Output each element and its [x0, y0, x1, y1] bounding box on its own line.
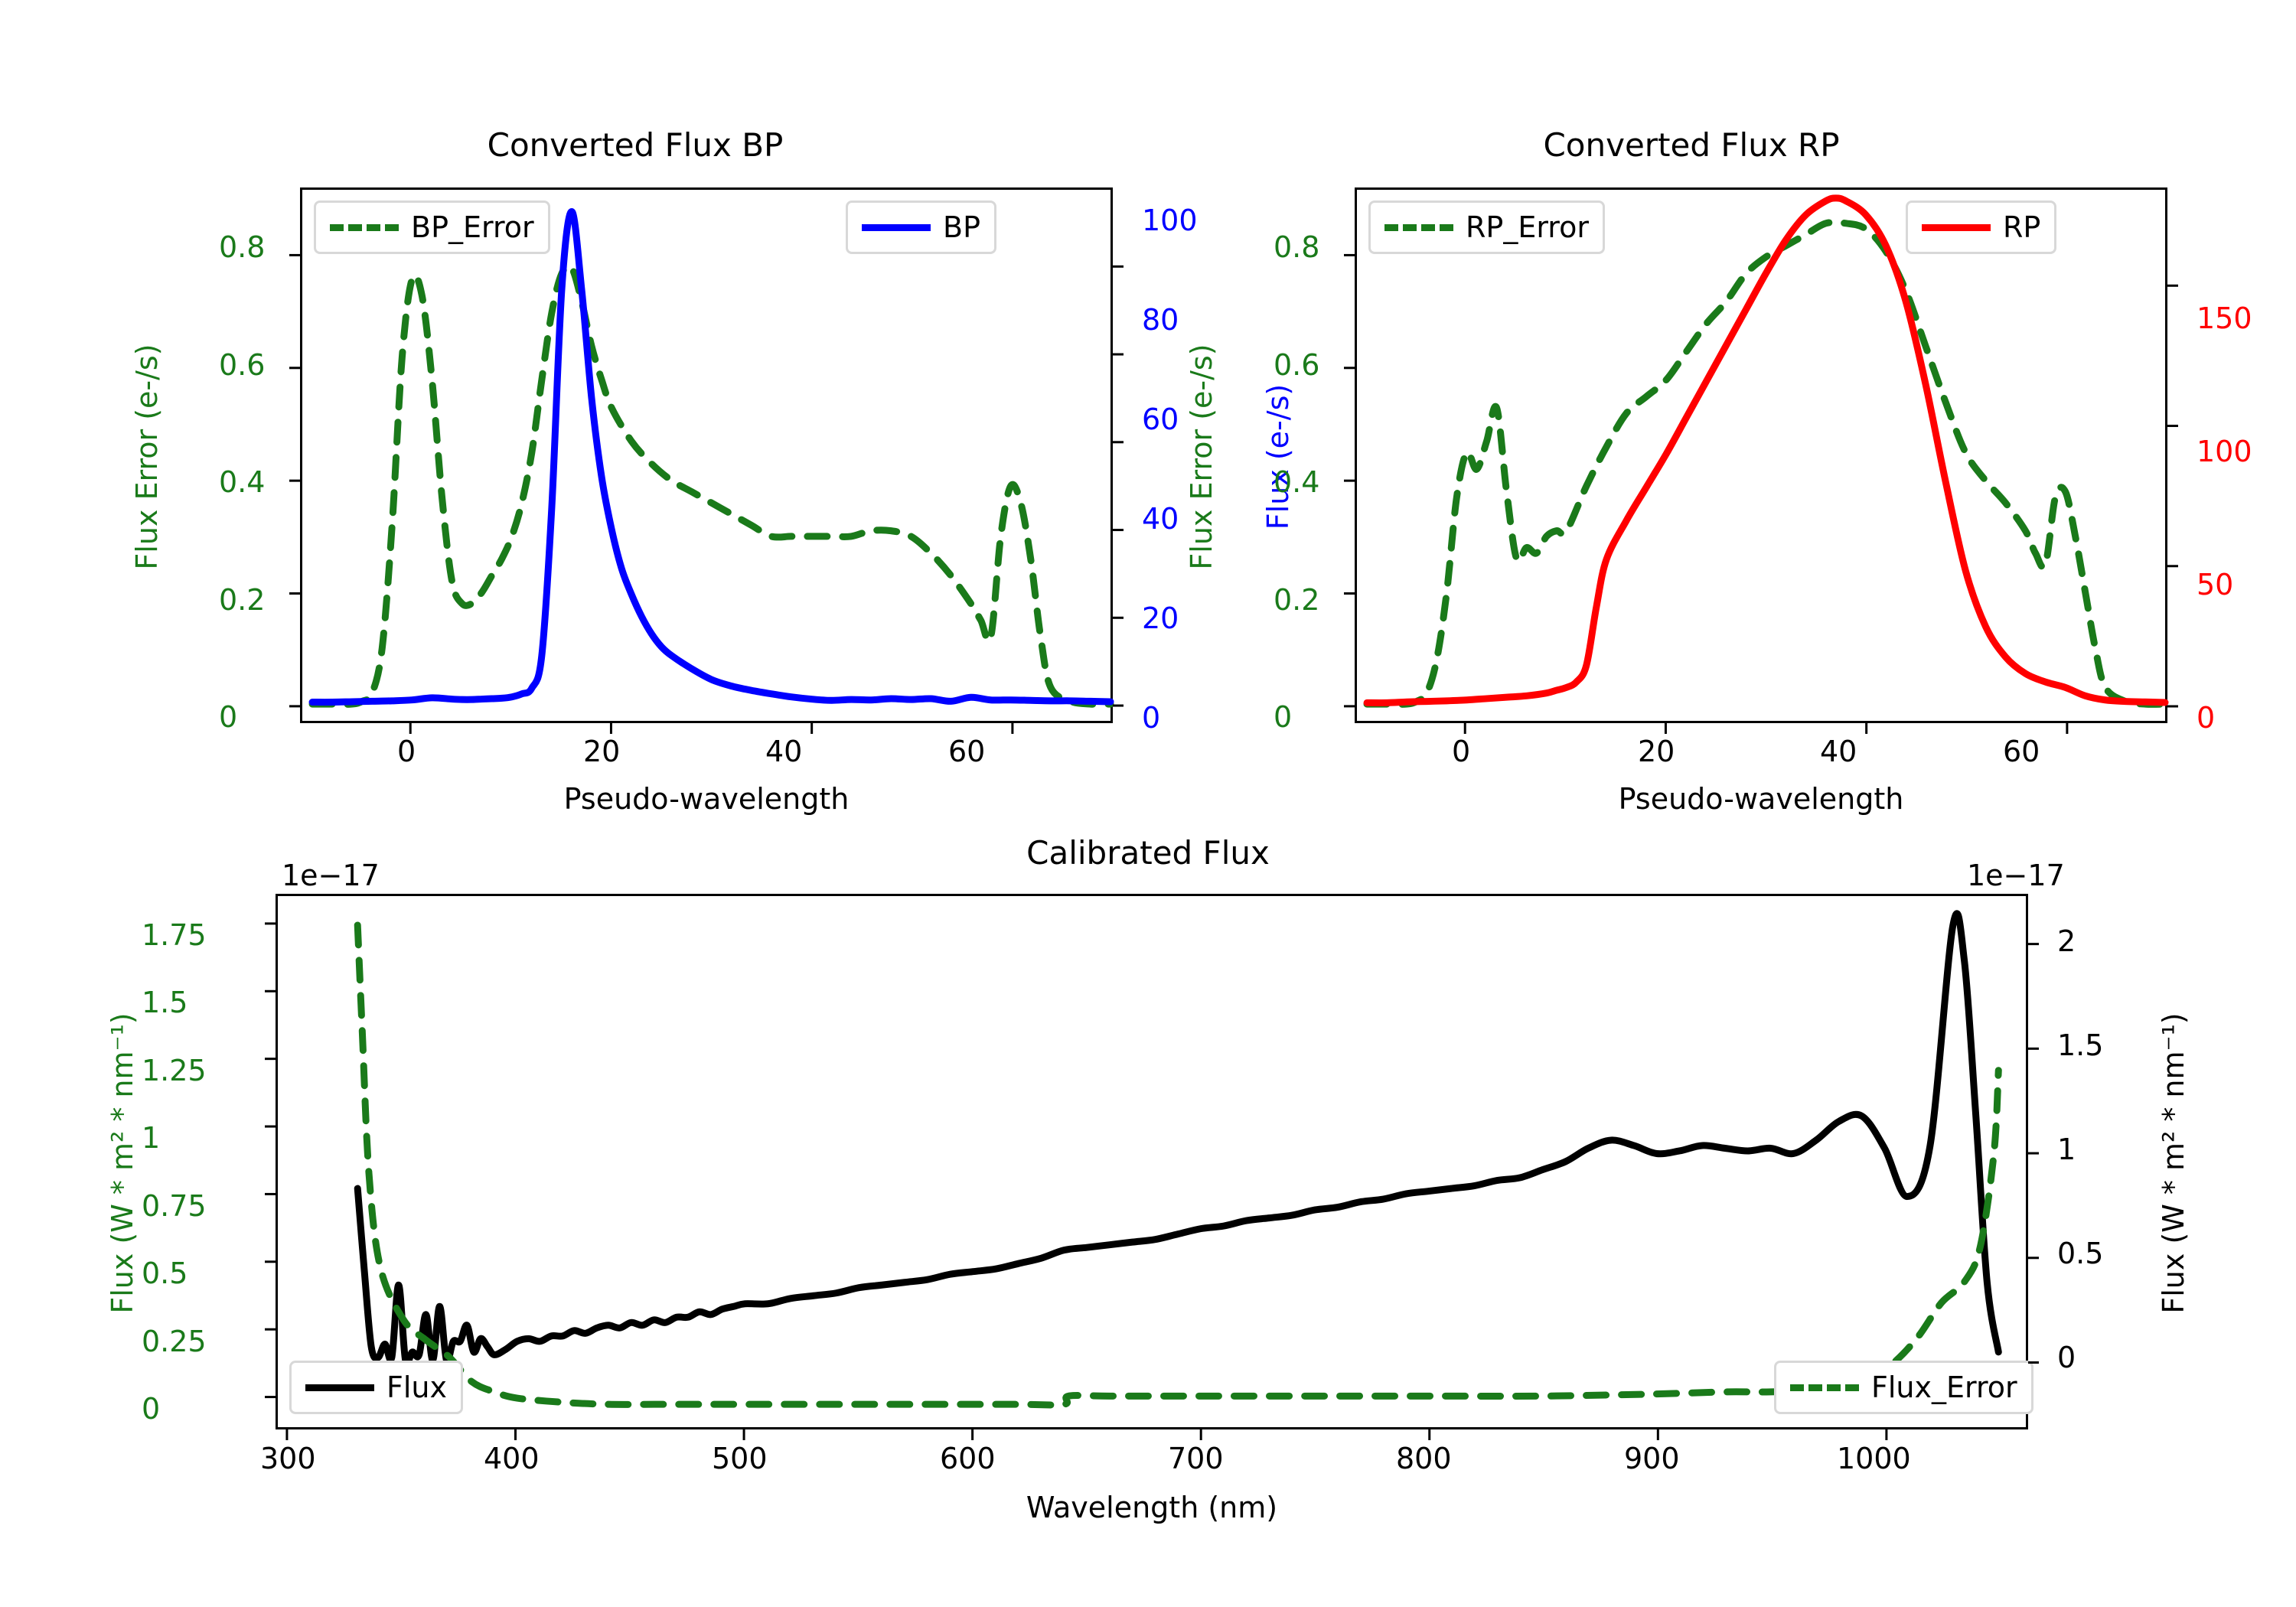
cal-xtick-7: 1000 [1837, 1442, 1911, 1475]
bp-legend-error[interactable]: BP_Error [314, 200, 550, 254]
rp-legend-flux[interactable]: RP [1906, 200, 2057, 254]
bp-ytick-left-2: 0.4 [219, 465, 266, 499]
rp-xtick-3: 60 [2003, 735, 2040, 768]
cal-ytick-left-5: 1.25 [142, 1054, 207, 1087]
calibrated-axes-frame [276, 894, 2028, 1429]
cal-xtick-0: 300 [260, 1442, 316, 1475]
rp-axes-frame [1355, 187, 2169, 723]
curve-flux_error [354, 921, 2002, 1409]
calibrated-legend-flux[interactable]: Flux [289, 1361, 463, 1414]
calibrated-error-legend-label: Flux_Error [1871, 1371, 2017, 1404]
rp-ytick-right-0: 0 [2197, 701, 2216, 735]
rp-ytick-right-2: 100 [2197, 435, 2252, 468]
bp-ytick-left-4: 0.8 [219, 230, 266, 264]
rp-ytick-left-4: 0.8 [1274, 230, 1320, 264]
cal-ytick-left-4: 1 [142, 1121, 161, 1155]
rp-error-line-swatch [1384, 223, 1453, 231]
rp-xtick-0: 0 [1452, 735, 1471, 768]
rp-ytick-right-1: 50 [2197, 568, 2234, 601]
bp-ytick-right-5: 100 [1142, 204, 1198, 237]
cal-xtick-1: 400 [484, 1442, 540, 1475]
bp-legend-flux[interactable]: BP [846, 200, 996, 254]
bp-xlabel: Pseudo-wavelength [563, 782, 850, 816]
bp-flux-line-swatch [862, 223, 931, 231]
bp-xtick-0: 0 [397, 735, 416, 768]
calibrated-plot-title: Calibrated Flux [1026, 834, 1270, 872]
cal-ytick-left-1: 0.25 [142, 1325, 207, 1358]
bp-ytick-left-3: 0.6 [219, 348, 266, 382]
cal-ytick-right-4: 2 [2057, 924, 2076, 958]
rp-ytick-right-3: 150 [2197, 302, 2252, 335]
calibrated-right-offset-label: 1e−17 [1967, 859, 2065, 892]
rp-xlabel: Pseudo-wavelength [1618, 782, 1904, 816]
calibrated-flux-line-swatch [305, 1384, 374, 1391]
rp-ytick-left-1: 0.2 [1274, 583, 1320, 617]
cal-ytick-right-0: 0 [2057, 1341, 2076, 1374]
calibrated-error-line-swatch [1790, 1384, 1859, 1391]
cal-ytick-left-6: 1.5 [142, 986, 188, 1019]
rp-xtick-2: 40 [1820, 735, 1857, 768]
bp-error-legend-label: BP_Error [411, 210, 534, 244]
cal-ytick-left-2: 0.5 [142, 1257, 188, 1290]
rp-ytick-left-2: 0.4 [1274, 465, 1320, 499]
bp-ytick-right-2: 40 [1142, 502, 1179, 536]
bp-ytick-right-4: 80 [1142, 303, 1179, 337]
calibrated-legend-error[interactable]: Flux_Error [1774, 1361, 2033, 1414]
cal-xtick-2: 500 [712, 1442, 768, 1475]
rp-legend-error[interactable]: RP_Error [1368, 200, 1605, 254]
curve-rp_error [1363, 218, 2169, 708]
cal-ytick-right-3: 1.5 [2057, 1028, 2104, 1062]
cal-xtick-3: 600 [940, 1442, 996, 1475]
curve-rp [1363, 194, 2169, 706]
curve-bp [308, 207, 1114, 706]
rp-curves [1363, 194, 2169, 708]
bp-ytick-left-1: 0.2 [219, 583, 266, 617]
rp-error-legend-label: RP_Error [1466, 210, 1589, 244]
bp-error-line-swatch [330, 223, 399, 231]
calibrated-curves [354, 910, 2002, 1409]
bp-xtick-2: 40 [765, 735, 803, 768]
rp-plot-title: Converted Flux RP [1543, 126, 1840, 164]
cal-xtick-4: 700 [1168, 1442, 1224, 1475]
cal-ytick-right-1: 0.5 [2057, 1237, 2104, 1270]
cal-xtick-6: 900 [1624, 1442, 1680, 1475]
rp-ytick-left-3: 0.6 [1274, 348, 1320, 382]
calibrated-left-offset-label: 1e−17 [282, 859, 380, 892]
curve-bp_error [308, 262, 1114, 708]
cal-xtick-5: 800 [1396, 1442, 1452, 1475]
rp-xtick-1: 20 [1638, 735, 1675, 768]
cal-ytick-right-2: 1 [2057, 1133, 2076, 1166]
calibrated-xlabel: Wavelength (nm) [1026, 1491, 1278, 1524]
bp-xtick-3: 60 [948, 735, 986, 768]
bp-ytick-right-0: 0 [1142, 701, 1161, 735]
bp-axes-frame [300, 187, 1114, 723]
bp-ytick-right-1: 20 [1142, 601, 1179, 635]
curve-flux [354, 910, 2002, 1367]
cal-ytick-left-3: 0.75 [142, 1189, 207, 1223]
bp-curves [308, 207, 1114, 708]
bp-plot-title: Converted Flux BP [487, 126, 784, 164]
calibrated-flux-legend-label: Flux [386, 1371, 447, 1404]
bp-ytick-right-3: 60 [1142, 403, 1179, 436]
cal-ytick-left-7: 1.75 [142, 918, 207, 952]
rp-flux-line-swatch [1922, 223, 1991, 231]
rp-flux-legend-label: RP [2003, 210, 2041, 244]
bp-xtick-1: 20 [583, 735, 621, 768]
bp-flux-legend-label: BP [943, 210, 980, 244]
cal-ytick-left-0: 0 [142, 1392, 161, 1426]
bp-ytick-left-0: 0 [219, 700, 238, 734]
rp-ytick-left-0: 0 [1274, 700, 1293, 734]
